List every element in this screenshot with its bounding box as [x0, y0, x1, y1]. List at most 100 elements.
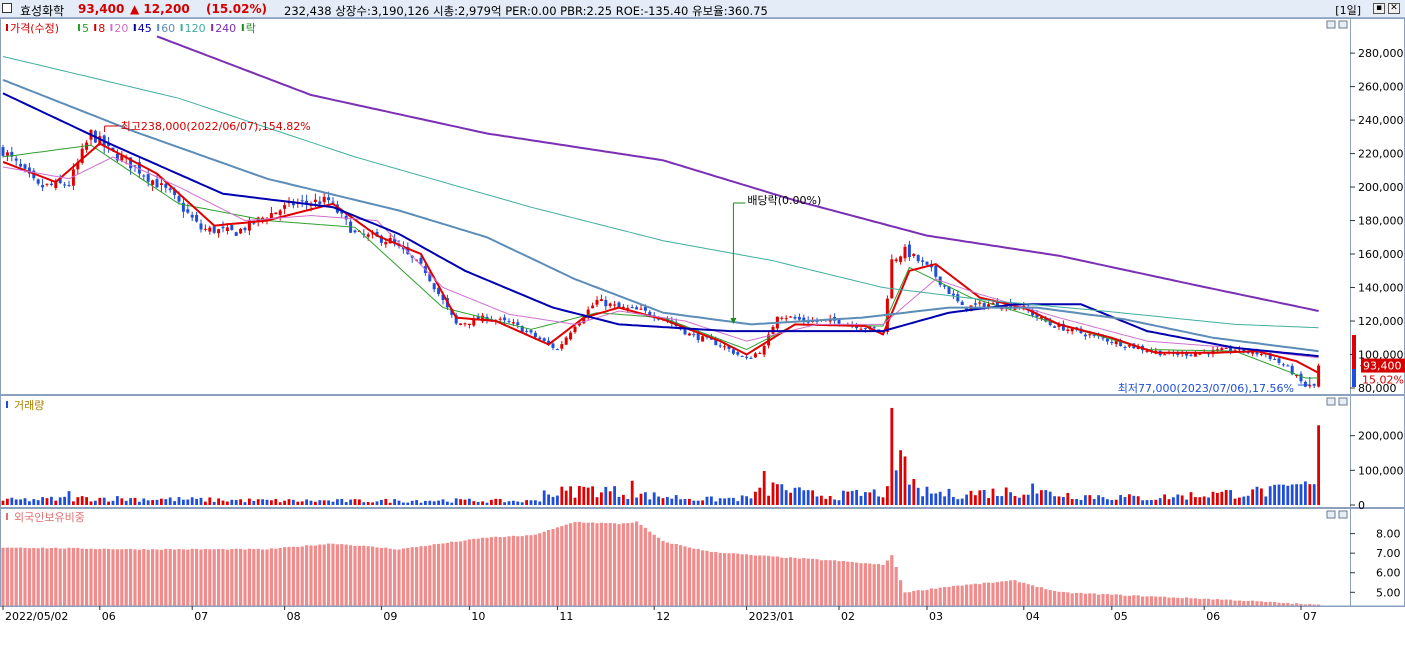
candle: [353, 230, 357, 233]
foreign-bar: [221, 548, 225, 606]
candle: [1277, 358, 1281, 363]
foreign-bar: [674, 543, 678, 606]
foreign-bar: [670, 543, 674, 606]
foreign-panel: 8.00 7.00 6.00 5.00 외국인보유비중: [1, 511, 1401, 606]
foreign-bar: [934, 588, 938, 606]
candle: [560, 344, 564, 349]
change-rate: (15.02%): [206, 2, 267, 16]
volume-bar: [98, 497, 102, 505]
volume-bar: [226, 501, 229, 505]
volume-bar: [1154, 499, 1158, 505]
foreign-bar: [379, 547, 383, 606]
volume-bar: [274, 499, 278, 505]
select-checkbox[interactable]: [2, 3, 12, 13]
volume-bar: [930, 493, 933, 505]
volume-bar: [1018, 497, 1021, 505]
volume-bar: [846, 491, 850, 505]
volume-bar: [195, 498, 198, 505]
close-icon[interactable]: ✕: [1388, 3, 1400, 14]
volume-bar: [1, 500, 5, 505]
volume-bar: [789, 492, 792, 505]
legend-label: 락: [246, 22, 256, 35]
foreign-bar: [261, 549, 265, 606]
period-selector[interactable]: [1일]: [1335, 4, 1361, 17]
foreign-bar: [203, 548, 207, 606]
candle: [173, 189, 177, 196]
candle: [1317, 365, 1321, 387]
legend-marker: [94, 24, 97, 31]
volume-bar: [41, 497, 44, 505]
candle: [621, 306, 625, 308]
foreign-bar: [472, 538, 476, 606]
volume-bar: [1009, 492, 1012, 505]
volume-bar: [1000, 496, 1004, 505]
foreign-bar: [432, 544, 436, 606]
candle: [863, 328, 867, 330]
volume-bar: [705, 496, 709, 505]
foreign-bar: [27, 548, 31, 606]
legend-label: 120: [185, 22, 206, 35]
panel-frame-2: [0, 395, 1351, 508]
foreign-bar: [591, 522, 595, 606]
price-tick-label: 220,000: [1358, 148, 1404, 161]
foreign-bar: [234, 548, 238, 606]
foreign-bar: [45, 548, 49, 606]
foreign-bar: [626, 523, 630, 606]
volume-bar: [1150, 499, 1153, 505]
foreign-bar: [199, 549, 203, 606]
minimize-icon[interactable]: ▪: [1373, 3, 1385, 14]
volume-bar: [120, 498, 124, 505]
foreign-bar: [1075, 592, 1079, 606]
foreign-bar: [723, 553, 727, 606]
foreign-bar: [520, 536, 524, 606]
volume-bar: [89, 501, 93, 505]
foreign-bar: [102, 548, 106, 606]
foreign-bar: [1180, 598, 1184, 606]
volume-bar: [344, 502, 348, 505]
candle: [1039, 316, 1043, 319]
foreign-bar: [441, 543, 445, 606]
foreign-bar: [120, 549, 124, 606]
candle: [943, 285, 947, 287]
volume-bar: [50, 496, 53, 505]
candle: [186, 209, 190, 213]
foreign-bar: [10, 547, 14, 606]
candle: [551, 343, 555, 348]
volume-bar: [551, 496, 555, 505]
candle: [648, 311, 652, 316]
candle: [177, 196, 181, 202]
foreign-bar: [1149, 596, 1153, 606]
price-panel: 280,000 260,000 240,000 220,000 200,000 180,0…: [1, 22, 1405, 395]
candle: [577, 322, 581, 326]
ma-line-120: [2, 56, 1319, 329]
volume-bar: [864, 492, 867, 505]
foreign-bar: [811, 558, 815, 606]
foreign-bar: [115, 549, 119, 606]
foreign-bar: [1048, 590, 1052, 606]
candle: [5, 152, 9, 156]
volume-bar: [142, 498, 146, 505]
volume-bar: [256, 499, 260, 505]
candle: [283, 205, 287, 209]
volume-bar: [450, 502, 454, 505]
volume-bar: [472, 501, 476, 505]
volume-bar: [292, 499, 295, 505]
foreign-bar: [318, 544, 322, 606]
foreign-bar: [155, 549, 159, 606]
volume-bar: [336, 499, 339, 505]
price-tick-label: 120,000: [1358, 315, 1404, 328]
volume-bar: [1308, 484, 1312, 505]
foreign-bar: [388, 548, 392, 606]
volume-bar: [1185, 499, 1188, 505]
volume-bar: [248, 498, 251, 505]
volume-bar: [234, 500, 238, 505]
candle: [71, 169, 75, 186]
volume-bar: [1312, 484, 1316, 505]
candle: [463, 323, 467, 325]
legend-marker: [133, 24, 136, 31]
foreign-bar: [837, 561, 841, 606]
volume-bar: [494, 498, 498, 505]
foreign-bar: [14, 547, 18, 606]
stock-chart[interactable]: 280,000 260,000 240,000 220,000 200,000 180,0…: [0, 18, 1405, 648]
x-tick-label: 06: [102, 610, 116, 623]
